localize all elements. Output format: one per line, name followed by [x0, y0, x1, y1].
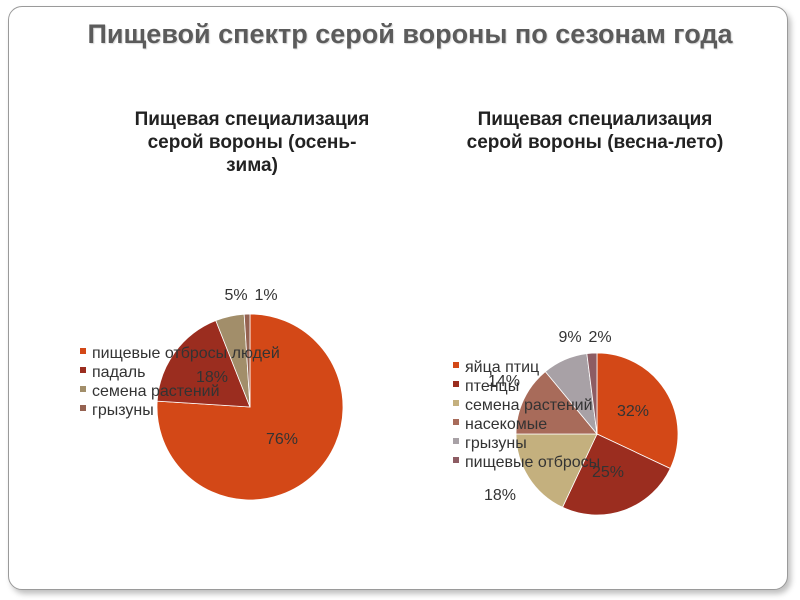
legend-marker-0-1 [80, 367, 86, 373]
pie-slice-0-падаль [156, 320, 251, 408]
legend-marker-0-2 [80, 386, 86, 392]
pie-slice-1-яйца-птиц [596, 352, 679, 470]
legend-label-1-4: грызуны [465, 435, 527, 452]
chart-title-spring-summer: Пищевая специализация серой вороны (весн… [466, 109, 724, 153]
data-label-0-3: 1% [254, 287, 277, 304]
legend-label-1-2: семена растений [465, 397, 593, 414]
pie-slice-1-птенцы [561, 433, 671, 516]
data-label-0-0: 76% [266, 431, 298, 448]
legend-marker-1-4 [453, 438, 459, 444]
legend-label-0-1: падаль [92, 364, 145, 381]
data-label-1-4: 9% [558, 329, 581, 346]
pie-slice-1-насекомые [515, 371, 598, 435]
pie-slice-1-семена-растений [515, 433, 598, 508]
legend-label-0-3: грызуны [92, 402, 154, 419]
legend-marker-1-2 [453, 400, 459, 406]
data-label-1-2: 18% [484, 487, 516, 504]
pie-slice-0-грызуны [243, 313, 251, 408]
legend-marker-0-3 [80, 405, 86, 411]
legend-label-1-0: яйца птиц [465, 359, 539, 376]
data-label-0-2: 5% [224, 287, 247, 304]
chart-title-autumn-winter: Пищевая специализация серой вороны (осен… [134, 109, 370, 176]
data-label-1-5: 2% [588, 329, 611, 346]
legend-marker-1-1 [453, 381, 459, 387]
slide-frame [8, 6, 788, 590]
legend-label-1-3: насекомые [465, 416, 547, 433]
data-label-0-1: 18% [196, 369, 228, 386]
legend-marker-1-3 [453, 419, 459, 425]
data-label-1-1: 25% [592, 464, 624, 481]
slide-title: Пищевой спектр серой вороны по сезонам г… [87, 19, 733, 49]
legend-label-0-2: семена растений [92, 383, 220, 400]
legend-marker-1-5 [453, 457, 459, 463]
legend-marker-0-0 [80, 348, 86, 354]
legend-label-0-0: пищевые отбросы людей [92, 345, 280, 362]
legend-label-1-1: птенцы [465, 378, 519, 395]
pie-slice-0-пищевые-отбросы-людей [156, 313, 344, 501]
legend-label-1-5: пищевые отбросы [465, 454, 600, 471]
pie-slice-1-пищевые-отбросы [586, 352, 598, 435]
data-label-1-3: 14% [488, 373, 520, 390]
legend-marker-1-0 [453, 362, 459, 368]
data-label-1-0: 32% [617, 403, 649, 420]
